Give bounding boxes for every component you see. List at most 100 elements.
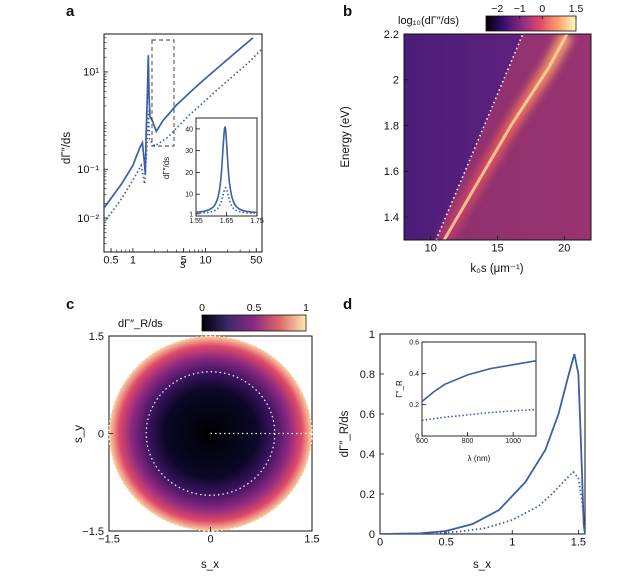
xtick-label-d-1: 0.5 — [438, 537, 453, 549]
disk-edge-c — [108, 335, 313, 532]
xtick-label-a-inset-1: 1.65 — [220, 218, 234, 225]
cbar-tick-label-c-0: 0 — [199, 302, 205, 314]
ytick-label-a-inset-4: 40 — [185, 126, 193, 133]
ylabel-a: dΓ″/ds — [61, 132, 73, 164]
inset-ticks-d: 600 800 1000 0 0.2 0.4 0.6 — [409, 339, 521, 445]
xlabel-c: s_x — [201, 559, 219, 571]
series-dotted-d — [380, 470, 585, 534]
ytick-label-a-inset-1: 10 — [185, 192, 193, 199]
panel-c: c dΓ″_R/ds 0 0.5 1 −1.5 0 1.5 −1.5 0 1.5 s_y s_… — [66, 296, 320, 571]
xtick-label-a-2: 5 — [181, 255, 187, 267]
xtick-label-d-inset-0: 600 — [416, 438, 428, 445]
ytick-label-d-4: 0.8 — [360, 369, 375, 381]
colorbar-fill-b — [485, 15, 577, 32]
heatmap-b — [404, 34, 591, 240]
inset-xlabel-d: λ (nm) — [468, 454, 491, 463]
ytick-label-b-4: 2.2 — [384, 29, 399, 41]
cbar-title-c: dΓ″_R/ds — [118, 318, 163, 330]
ytick-label-a-inset-0: 1 — [189, 211, 193, 218]
cbar-title-b: log₁₀(dΓ″/ds) — [398, 15, 459, 27]
xtick-label-c-0: −1.5 — [98, 534, 120, 546]
inset-ticks-a: 1.55 1.65 1.75 1 10 20 30 40 — [185, 126, 264, 225]
ytick-label-a-0: 10⁻² — [77, 213, 99, 225]
xtick-label-d-2: 1 — [509, 537, 515, 549]
xtick-label-d-inset-1: 800 — [462, 438, 474, 445]
ytick-label-c-1: 0 — [98, 428, 104, 440]
xtick-label-c-2: 1.5 — [304, 534, 319, 546]
ytick-label-d-2: 0.4 — [360, 449, 375, 461]
panel-label-a: a — [66, 3, 75, 20]
series-dotted-a — [104, 48, 262, 224]
inset-d: 600 800 1000 0 0.2 0.4 0.6 Γ″_R λ (nm) — [395, 339, 537, 463]
colorbar-fill-c — [201, 314, 307, 332]
ytick-label-d-inset-2: 0.4 — [409, 371, 419, 378]
ytick-label-b-2: 1.8 — [384, 120, 399, 132]
inset-series-dotted-a — [196, 186, 257, 214]
inset-ylabel-d: Γ″_R — [395, 380, 404, 398]
xtick-label-d-0: 0 — [377, 537, 383, 549]
ytick-label-d-5: 1 — [369, 329, 375, 341]
panel-a: a 0.5 1 5 10 50 10⁻² 10⁻¹ 10¹ dΓ″/ds s 1.55 1.65… — [61, 3, 264, 271]
axis-ticks-c: −1.5 0 1.5 −1.5 0 1.5 — [82, 331, 319, 546]
colorbar-b: −2 −1 0 1.5 — [485, 3, 584, 32]
xtick-label-c-1: 0 — [207, 534, 213, 546]
inset-ylabel-a: dΓ″/ds — [162, 157, 171, 179]
axes-frame-d — [379, 333, 586, 535]
cbar-tick-label-b-3: 1.5 — [569, 3, 584, 15]
axis-ticks-a: 0.5 1 5 10 50 10⁻² 10⁻¹ 10¹ — [77, 33, 262, 267]
axis-ticks-d: 0 0.5 1 1.5 0 0.2 0.4 0.6 0.8 1 — [360, 329, 586, 549]
panel-b: b log₁₀(dΓ″/ds) −2 −1 0 1.5 10 15 20 1.4 1.6 1.8… — [340, 3, 592, 275]
colorbar-c: 0 0.5 1 — [199, 302, 309, 332]
light-line-b — [435, 34, 524, 240]
xtick-label-a-4: 50 — [250, 255, 262, 267]
ytick-label-d-inset-1: 0.2 — [409, 402, 419, 409]
inset-series-solid-d — [421, 360, 537, 403]
inset-a: 1.55 1.65 1.75 1 10 20 30 40 dΓ″/ds — [162, 117, 264, 225]
xtick-label-a-3: 10 — [199, 255, 211, 267]
series-solid-d — [380, 353, 585, 534]
xlabel-b: k₀s (μm⁻¹) — [470, 263, 523, 275]
panel-label-c: c — [66, 296, 74, 313]
zoom-box-a — [151, 39, 175, 147]
xtick-label-d-inset-2: 1000 — [505, 438, 521, 445]
ytick-label-d-3: 0.6 — [360, 409, 375, 421]
xtick-label-b-0: 10 — [425, 243, 437, 255]
ytick-label-a-inset-2: 20 — [185, 170, 193, 177]
axis-ticks-b: 10 15 20 1.4 1.6 1.8 2 2.2 — [384, 29, 571, 255]
panel-label-d: d — [343, 296, 352, 313]
ytick-label-d-0: 0 — [369, 529, 375, 541]
xtick-label-a-1: 1 — [130, 255, 136, 267]
xtick-label-a-0: 0.5 — [103, 255, 118, 267]
xlabel-d: s_x — [473, 559, 491, 571]
ytick-label-d-inset-0: 0 — [415, 433, 419, 440]
inset-series-dotted-d — [421, 408, 537, 422]
ytick-label-a-inset-3: 30 — [185, 148, 193, 155]
xtick-label-b-1: 15 — [491, 243, 503, 255]
cbar-tick-label-b-2: 0 — [539, 3, 545, 15]
ylabel-d: dΓ″_R/ds — [339, 410, 351, 457]
inset-series-solid-a — [196, 126, 257, 214]
ytick-label-a-1: 10⁻¹ — [77, 164, 99, 176]
xlabel-a: s — [180, 259, 186, 271]
inset-frame-d — [421, 341, 537, 437]
xtick-label-a-inset-0: 1.55 — [189, 218, 203, 225]
cbar-tick-label-c-1: 0.5 — [247, 302, 262, 314]
xtick-label-b-2: 20 — [558, 243, 570, 255]
ytick-label-c-0: −1.5 — [82, 526, 104, 538]
cbar-tick-label-b-0: −2 — [491, 3, 503, 15]
axes-frame-a — [103, 33, 263, 253]
ylabel-c: s_y — [73, 425, 85, 443]
ylabel-b: Energy (eV) — [340, 106, 352, 168]
ytick-label-d-1: 0.2 — [360, 489, 375, 501]
xtick-label-d-3: 1.5 — [571, 537, 586, 549]
series-solid-a — [104, 37, 254, 209]
cbar-tick-label-b-1: −1 — [514, 3, 526, 15]
panel-label-b: b — [343, 3, 352, 20]
ytick-label-b-1: 1.6 — [384, 166, 399, 178]
xtick-label-a-inset-2: 1.75 — [250, 218, 264, 225]
ytick-label-d-inset-3: 0.6 — [409, 339, 419, 346]
ytick-label-b-3: 2 — [393, 75, 399, 87]
ytick-label-c-2: 1.5 — [89, 331, 104, 343]
ytick-label-b-0: 1.4 — [384, 212, 399, 224]
